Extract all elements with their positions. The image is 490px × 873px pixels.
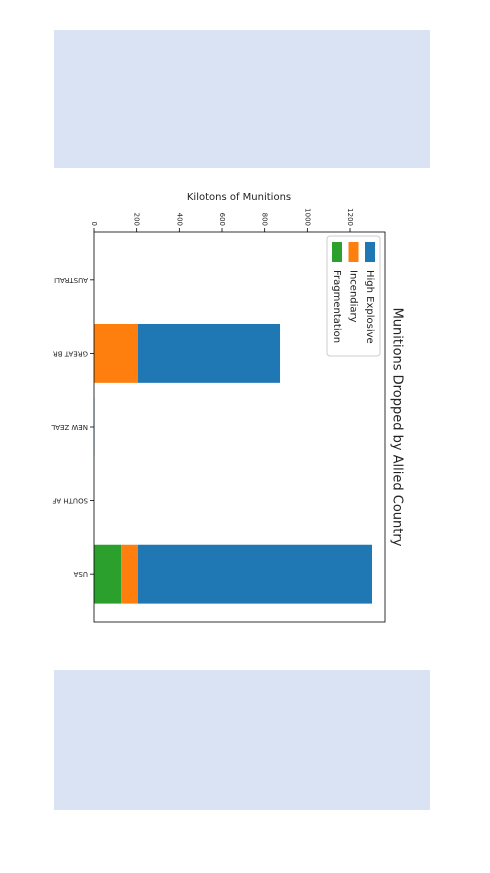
bar-segment bbox=[121, 544, 138, 604]
bar-segment bbox=[137, 323, 281, 383]
chart-title: Munitions Dropped by Allied Country bbox=[390, 308, 405, 547]
y-tick-label: 0 bbox=[90, 222, 98, 226]
plot: 0 200 400 600 800 1000 1200 AUSTRALI GREAT BR NEW… bbox=[51, 208, 386, 623]
legend-label: Incendiary bbox=[348, 270, 359, 323]
top-panel bbox=[54, 30, 430, 168]
axis-label: Kilotons of Munitions bbox=[187, 192, 291, 203]
y-tick-label: 400 bbox=[175, 213, 183, 226]
x-tick-label: NEW ZEAL bbox=[51, 423, 88, 431]
y-tick-label: 1200 bbox=[346, 208, 354, 226]
plot-frame bbox=[93, 231, 386, 623]
bottom-panel bbox=[54, 670, 430, 810]
bar-segment bbox=[137, 544, 372, 604]
x-tick-label: SOUTH AF bbox=[52, 497, 88, 505]
x-tick-label: GREAT BR bbox=[53, 349, 88, 357]
y-tick-label: 1000 bbox=[303, 208, 311, 226]
x-tick-label: AUSTRALI bbox=[54, 276, 88, 284]
bar-segment bbox=[94, 544, 122, 604]
legend-swatch bbox=[365, 242, 375, 262]
y-tick-label: 600 bbox=[218, 213, 226, 226]
legend-label: High Explosive bbox=[364, 270, 375, 344]
legend-box bbox=[326, 235, 381, 357]
x-tick-label: USA bbox=[73, 570, 88, 578]
legend-swatch bbox=[332, 242, 342, 262]
legend-label: Fragmentation bbox=[331, 270, 342, 343]
legend-swatch bbox=[348, 242, 359, 262]
y-tick-label: 200 bbox=[133, 213, 141, 226]
legend: High Explosive Incendiary Fragmentation bbox=[326, 235, 381, 357]
y-tick-label: 800 bbox=[261, 213, 269, 226]
bar-segment bbox=[94, 323, 138, 383]
